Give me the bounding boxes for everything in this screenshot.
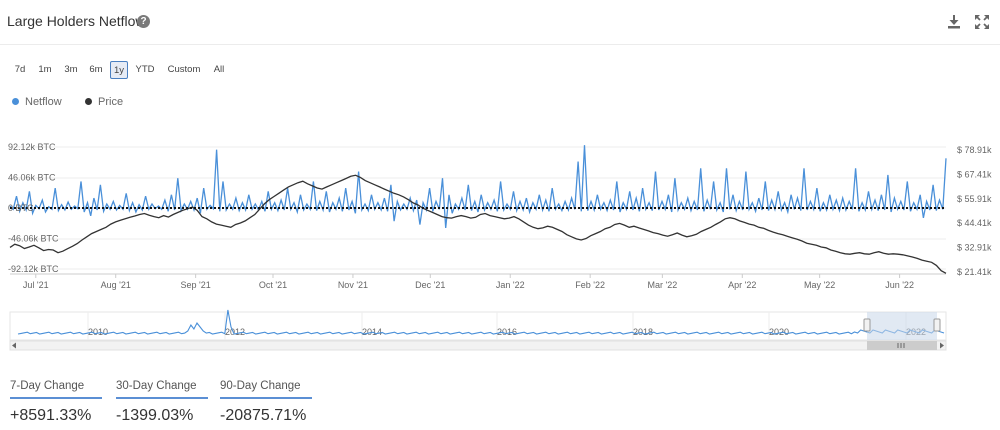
x-tick-label: Jan '22 [496,280,525,290]
y-right-tick-label: $ 67.41k [957,169,992,179]
stat-7-day: 7-Day Change +8591.33% [10,376,106,425]
x-tick-label: Oct '21 [259,280,287,290]
x-tick-label: Aug '21 [101,280,131,290]
navigator-scrollbar[interactable] [9,340,947,351]
stat-value: -1399.03% [116,407,194,424]
legend-label-netflow: Netflow [25,96,62,108]
y-left-tick-label: -46.06k BTC [8,234,59,244]
scrollbar-thumb[interactable] [867,341,937,350]
price-series-line[interactable] [9,174,947,274]
page-title: Large Holders Netflow [7,13,146,29]
y-right-tick-label: $ 21.41k [957,267,992,277]
range-1y-button[interactable]: 1y [110,61,128,79]
x-tick-label: Nov '21 [338,280,368,290]
range-ytd-button[interactable]: YTD [135,64,155,75]
x-tick-label: Sep '21 [181,280,211,290]
netflow-chart: 92.12k BTC 46.06k BTC 0 BTC -46.06k BTC -92.… [8,142,992,351]
navigator-year-label: 2010 [88,327,108,337]
legend-item-price[interactable]: Price [85,96,123,108]
x-tick-label: May '22 [804,280,835,290]
x-tick-label: Apr '22 [728,280,756,290]
y-left-tick-label: -92.12k BTC [8,264,59,274]
navigator-right-handle[interactable] [933,318,941,332]
y-left-tick-label: 46.06k BTC [8,173,56,183]
range-1m-button[interactable]: 1m [38,64,52,75]
y-left-tick-label: 92.12k BTC [8,142,56,152]
x-tick-label: Feb '22 [575,280,605,290]
y-right-tick-label: $ 44.41k [957,218,992,228]
x-tick-label: Jul '21 [23,280,49,290]
stat-value: +8591.33% [10,407,92,424]
range-all-button[interactable]: All [213,64,225,75]
stat-30-day: 30-Day Change -1399.03% [116,376,212,425]
navigator-year-label: 2012 [225,327,245,337]
navigator-year-label: 2018 [633,327,653,337]
legend-label-price: Price [98,96,124,108]
range-3m-button[interactable]: 3m [64,64,78,75]
range-6m-button[interactable]: 6m [89,64,103,75]
download-icon[interactable] [946,14,962,30]
stat-90-day: 90-Day Change -20875.71% [220,376,316,425]
navigator-year-label: 2020 [769,327,789,337]
x-tick-label: Mar '22 [647,280,677,290]
legend-item-netflow[interactable]: Netflow [12,96,62,108]
expand-icon[interactable] [974,14,990,30]
scroll-left-arrow-icon[interactable] [12,342,16,349]
navigator-selection[interactable] [867,312,937,340]
x-tick-label: Jun '22 [885,280,914,290]
navigator-panel[interactable] [9,311,947,341]
grip-icon [897,343,905,348]
y-right-tick-label: $ 78.91k [957,145,992,155]
y-left-tick-label: 0 BTC [8,203,34,213]
netflow-series-line[interactable] [9,145,947,228]
navigator-left-handle[interactable] [863,318,871,332]
stat-label: 30-Day Change [116,380,208,399]
navigator-series-line [17,309,945,335]
stat-label: 7-Day Change [10,380,102,399]
question-circle-icon[interactable]: ? [137,15,150,28]
chart-header: Large Holders Netflow ? [0,0,1000,45]
price-dot-icon [85,97,92,105]
netflow-dot-icon [12,97,19,105]
range-custom-button[interactable]: Custom [167,64,201,75]
stat-label: 90-Day Change [220,380,312,399]
navigator-year-label: 2016 [497,327,517,337]
y-right-tick-label: $ 32.91k [957,243,992,253]
range-7d-button[interactable]: 7d [14,64,26,75]
stat-value: -20875.71% [220,407,307,424]
x-tick-label: Dec '21 [415,280,445,290]
scroll-right-arrow-icon[interactable] [940,342,944,349]
y-right-tick-label: $ 55.91k [957,194,992,204]
